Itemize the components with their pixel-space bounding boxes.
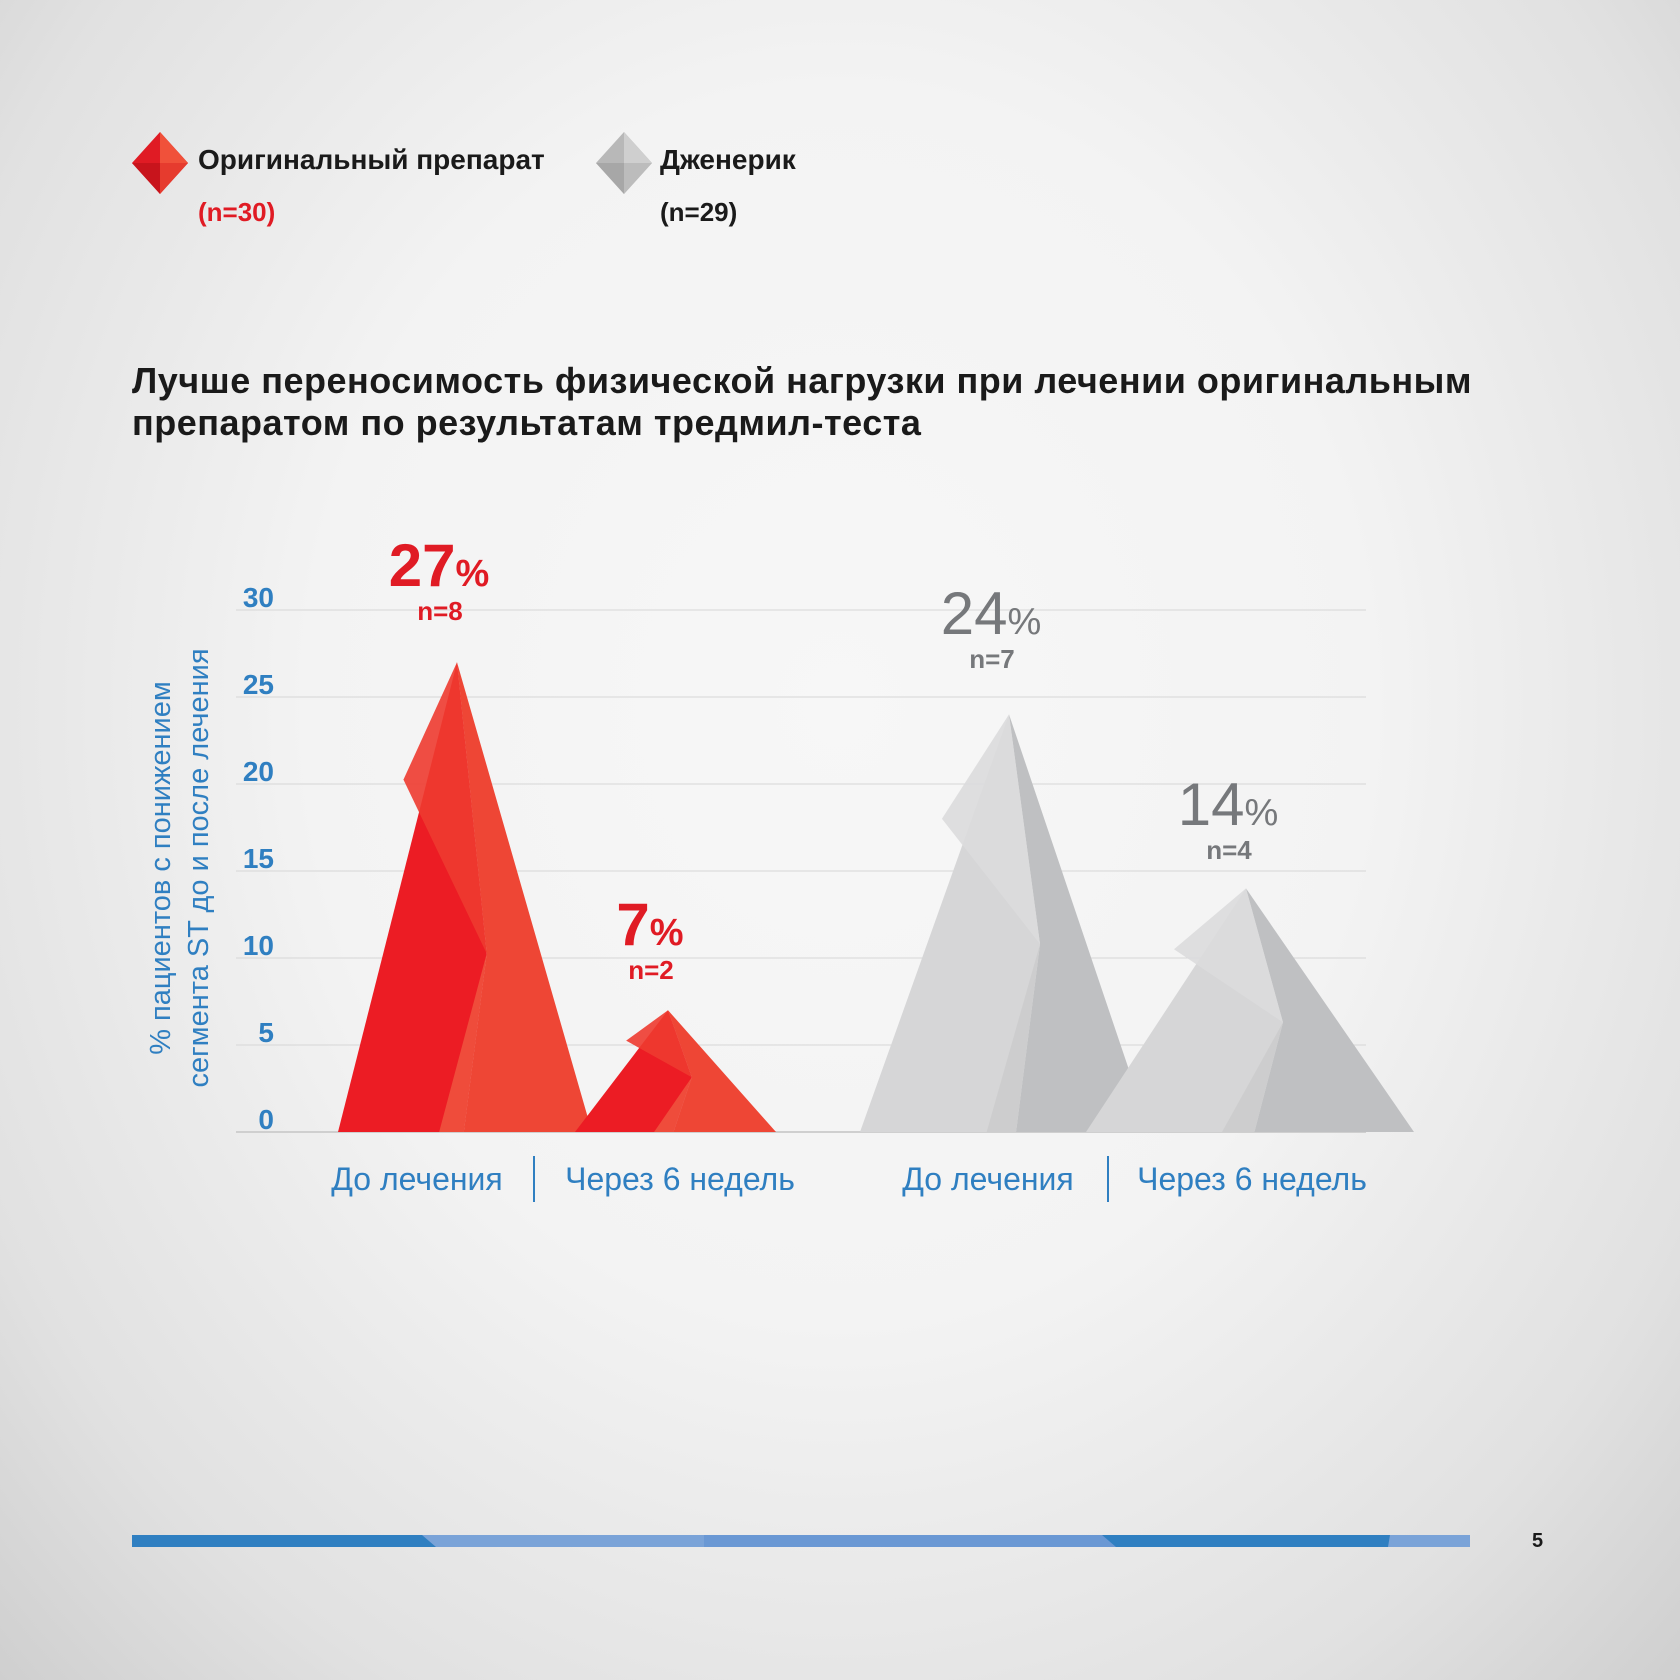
original-peak-facet — [626, 1010, 692, 1078]
legend-generic-n: (n=29) — [660, 197, 738, 227]
x-category-label: Через 6 недель — [1137, 1161, 1367, 1197]
generic-peak-right-face — [1246, 888, 1414, 1132]
y-axis-label-line-1: % пациентов с понижением — [145, 681, 177, 1055]
y-tick-label: 5 — [258, 1017, 274, 1048]
page-number: 5 — [1532, 1530, 1544, 1552]
generic-value-label-1: 14% — [1178, 771, 1279, 838]
generic-peak-facet — [986, 944, 1041, 1132]
generic-peak-facet — [941, 714, 1041, 945]
original-peak-right-face — [668, 1010, 776, 1132]
y-tick-label: 25 — [243, 669, 274, 700]
generic-value-label-0: 24% — [941, 580, 1042, 647]
gray-diamond-icon — [596, 132, 652, 194]
x-category-label: До лечения — [902, 1161, 1073, 1197]
legend-original-n: (n=30) — [198, 197, 276, 227]
original-peak-right-face — [457, 662, 592, 1132]
original-n-label-1: n=2 — [628, 955, 674, 985]
x-category-label: До лечения — [331, 1161, 502, 1197]
y-tick-label: 20 — [243, 756, 274, 787]
y-tick-label: 15 — [243, 843, 274, 874]
y-tick-label: 10 — [243, 930, 274, 961]
original-peak-facet — [439, 953, 487, 1132]
footer-decorative-bar — [132, 1535, 1470, 1547]
chart-title-line-1: Лучше переносимость физической нагрузки … — [132, 360, 1472, 401]
original-peak-facet — [654, 1077, 692, 1132]
generic-peak-right-face — [1009, 714, 1150, 1132]
original-n-label-0: n=8 — [417, 596, 463, 626]
legend-original-label: Оригинальный препарат — [198, 144, 545, 175]
generic-peak-facet — [1222, 1022, 1283, 1132]
y-tick-label: 0 — [258, 1104, 274, 1135]
original-peak-facet — [403, 662, 487, 954]
red-diamond-icon — [132, 132, 188, 194]
legend-generic-label: Дженерик — [660, 144, 796, 175]
generic-peak-facet — [1174, 888, 1283, 1023]
generic-n-label-1: n=4 — [1206, 835, 1252, 865]
x-category-label: Через 6 недель — [565, 1161, 795, 1197]
generic-n-label-0: n=7 — [969, 644, 1015, 674]
y-tick-label: 30 — [243, 582, 274, 613]
original-value-label-1: 7% — [616, 891, 683, 958]
chart-title: Лучше переносимость физической нагрузки … — [132, 360, 1552, 444]
y-axis-label-line-2: сегмента ST до и после лечения — [183, 648, 215, 1087]
original-value-label-0: 27% — [389, 532, 490, 599]
chart-title-line-2: препаратом по результатам тредмил-теста — [132, 402, 922, 443]
